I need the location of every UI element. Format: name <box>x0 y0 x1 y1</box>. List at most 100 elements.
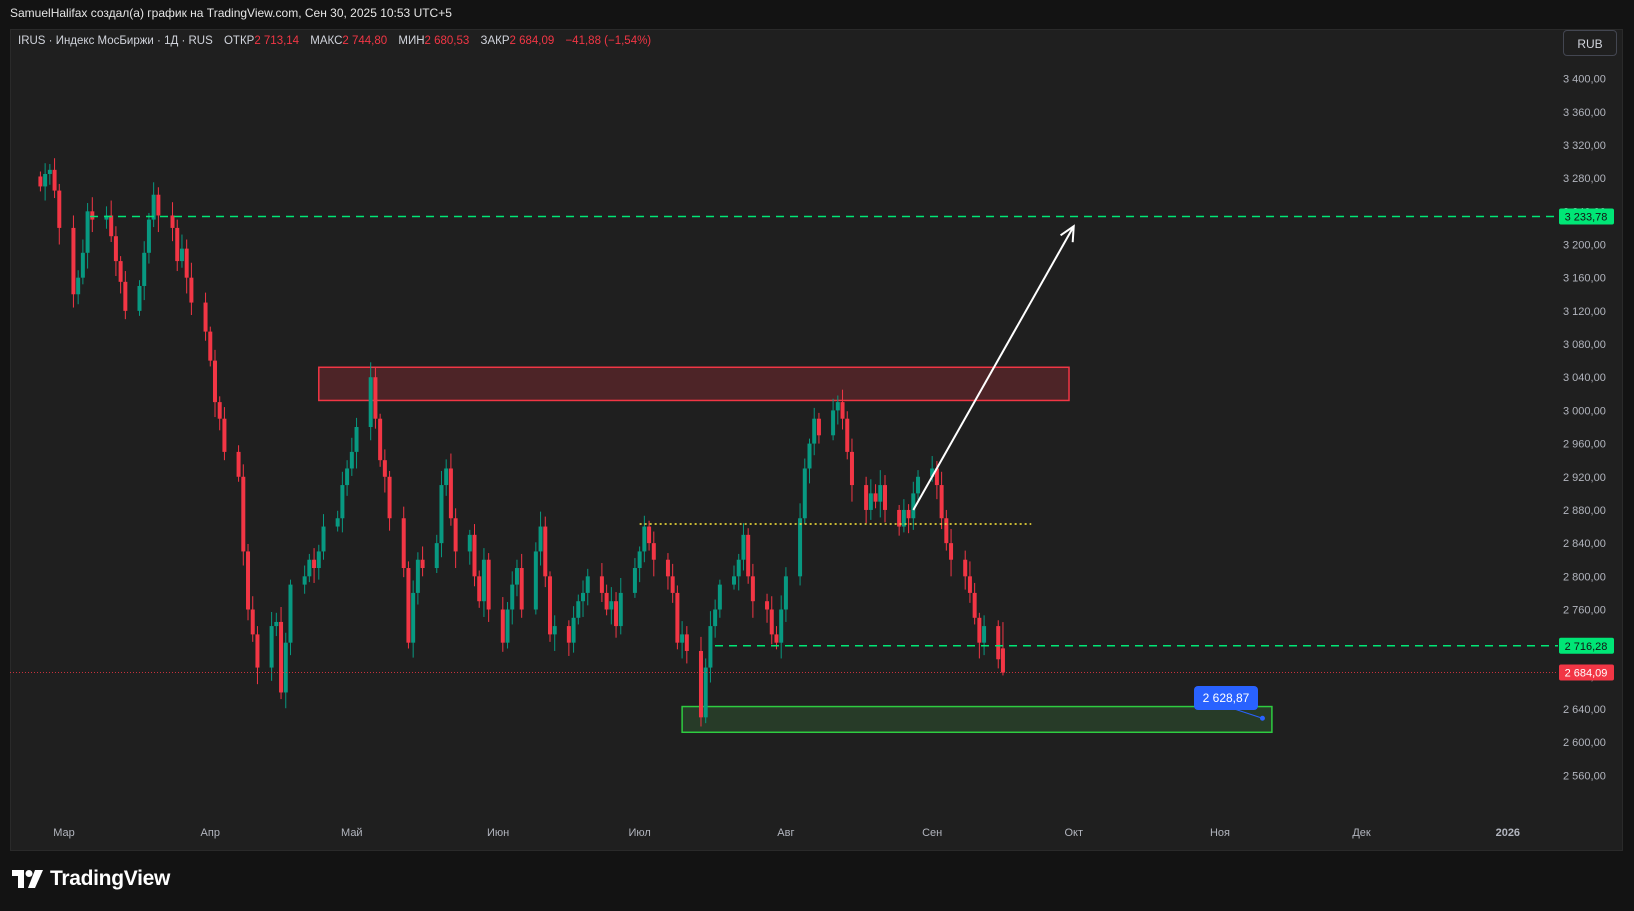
candle-body <box>175 227 180 262</box>
candle-body <box>849 451 854 486</box>
candle-body <box>71 227 76 295</box>
candle-body <box>90 211 95 220</box>
candle-body <box>873 493 878 502</box>
x-tick-label: Ноя <box>1210 827 1230 839</box>
candle-body <box>816 418 821 436</box>
candle-body <box>486 559 491 610</box>
candle-body <box>500 609 505 643</box>
candle-body <box>812 418 817 444</box>
candle-body <box>453 518 458 552</box>
candle-body <box>604 592 609 610</box>
candle-body <box>750 576 755 602</box>
x-tick-label: Дек <box>1352 827 1371 839</box>
x-tick-label: Июн <box>487 827 509 839</box>
close-label: ЗАКР <box>480 35 510 47</box>
x-tick-label: Май <box>341 827 363 839</box>
candle-body <box>137 285 142 311</box>
candle-body <box>949 543 954 560</box>
candle-body <box>411 592 416 643</box>
candle-body <box>340 485 345 519</box>
candle-body <box>543 526 548 577</box>
candle-body <box>142 252 147 286</box>
candle-body <box>675 592 680 643</box>
x-tick-label: 2026 <box>1496 827 1520 839</box>
candle-body <box>274 621 279 627</box>
candle-body <box>519 568 524 610</box>
candle-body <box>911 493 916 519</box>
candle-body <box>382 460 387 477</box>
candle-body <box>302 576 307 585</box>
close-value: 2 684,09 <box>509 35 555 47</box>
candle-body <box>184 248 189 278</box>
target-arrow <box>912 225 1075 511</box>
candle-body <box>57 190 62 228</box>
candle-body <box>212 360 217 403</box>
y-tick-label: 3 400,00 <box>1563 74 1606 86</box>
candle-body <box>670 576 675 593</box>
candle-body <box>939 485 944 519</box>
candle-body <box>831 410 836 436</box>
candle-body <box>576 601 581 618</box>
key-level-badge <box>1559 637 1614 654</box>
candle-body <box>798 518 803 577</box>
candle-body <box>208 331 213 361</box>
candle-body <box>680 634 685 643</box>
candle-body <box>684 634 689 651</box>
tradingview-logo-icon <box>12 870 43 888</box>
x-tick-label: Сен <box>922 827 942 839</box>
y-tick-label: 2 600,00 <box>1563 737 1606 749</box>
candle-body <box>335 518 340 527</box>
candle-body <box>401 518 406 569</box>
candle-body <box>420 559 425 569</box>
candle-body <box>732 576 737 585</box>
candle-body <box>618 592 623 627</box>
candle-body <box>864 485 869 510</box>
symbol-legend: IRUS · Индекс МосБиржи · 1Д · RUS ОТКР2 … <box>18 35 651 47</box>
y-tick-label: 3 200,00 <box>1563 240 1606 252</box>
candle-body <box>170 215 175 228</box>
candle-body <box>38 176 43 187</box>
callout-anchor <box>1259 715 1265 721</box>
chart-caption: SamuelHalifax создал(а) график на Tradin… <box>10 6 452 20</box>
y-tick-label: 3 320,00 <box>1563 140 1606 152</box>
candle-body <box>835 402 840 411</box>
y-tick-label: 2 560,00 <box>1563 770 1606 782</box>
candle-body <box>802 468 807 519</box>
callout-box <box>1194 686 1258 710</box>
candle-body <box>982 626 987 643</box>
chart-panel[interactable] <box>10 29 1623 851</box>
candle-body <box>378 418 383 461</box>
candle-body <box>283 642 288 693</box>
y-tick-label: 2 840,00 <box>1563 538 1606 550</box>
candle-body <box>222 418 227 452</box>
candle-body <box>779 609 784 643</box>
candle-body <box>769 609 774 635</box>
y-tick-label: 3 280,00 <box>1563 173 1606 185</box>
currency-button[interactable]: RUB <box>1563 30 1617 56</box>
candle-body <box>996 626 1001 660</box>
candle-body <box>972 592 977 618</box>
candle-body <box>255 634 260 668</box>
candle-body <box>741 534 746 560</box>
candle-body <box>585 576 590 593</box>
candle-body <box>279 621 284 693</box>
y-tick-label: 2 880,00 <box>1563 505 1606 517</box>
candle-body <box>477 576 482 602</box>
candle-body <box>1000 648 1005 673</box>
candle-body <box>241 476 246 552</box>
candle-body <box>901 509 906 527</box>
candle-body <box>637 551 642 569</box>
candle-body <box>878 485 883 502</box>
candle-body <box>269 626 274 668</box>
candle-body <box>698 650 703 718</box>
y-tick-label: 2 760,00 <box>1563 605 1606 617</box>
candle-body <box>505 609 510 643</box>
last-price-badge <box>1559 664 1614 681</box>
candle-body <box>538 526 543 552</box>
candle-body <box>467 534 472 552</box>
candle-body <box>151 194 156 220</box>
candle-body <box>368 377 373 427</box>
candle-body <box>897 509 902 527</box>
candle-body <box>80 252 85 278</box>
